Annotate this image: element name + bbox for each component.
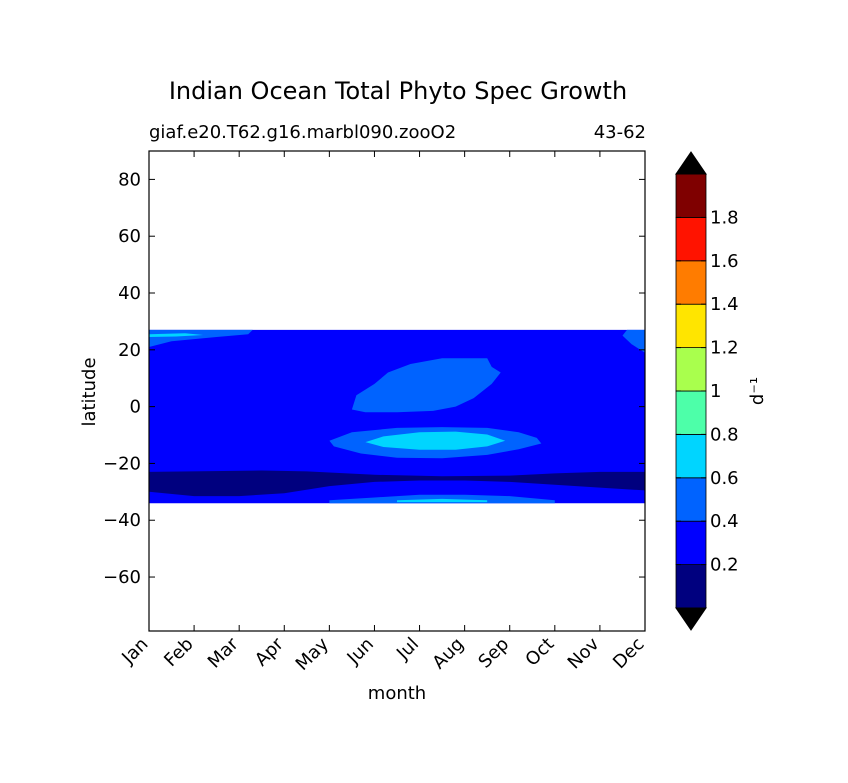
contour-region-8 xyxy=(397,498,488,503)
colorbar-swatch-5 xyxy=(675,347,707,392)
y-tick-label: 0 xyxy=(130,397,141,418)
colorbar-tick-label: 1.6 xyxy=(710,251,739,272)
x-tick-label-nov: Nov xyxy=(564,633,604,673)
colorbar-swatch-9 xyxy=(675,173,707,218)
colorbar-tick-label: 1.2 xyxy=(710,338,739,359)
colorbar-swatch-4 xyxy=(675,390,707,435)
y-tick-label: −60 xyxy=(103,567,141,588)
colorbar-tick-label: 1.8 xyxy=(710,207,739,228)
colorbar-tick-label: 0.8 xyxy=(710,424,739,445)
contour-region-1 xyxy=(149,470,645,497)
y-tick-label: 40 xyxy=(118,283,141,304)
x-tick-label-jun: Jun xyxy=(343,634,378,669)
x-tick-label-feb: Feb xyxy=(160,634,197,671)
x-tick-label-jul: Jul xyxy=(392,634,423,665)
x-tick-label-sep: Sep xyxy=(474,634,513,673)
y-tick-label: 60 xyxy=(118,226,141,247)
colorbar-extend-bottom xyxy=(675,607,707,631)
colorbar-swatch-0 xyxy=(675,564,707,609)
colorbar-tick-label: 0.4 xyxy=(710,511,739,532)
colorbar-swatch-3 xyxy=(675,433,707,479)
colorbar-swatch-6 xyxy=(675,303,707,349)
colorbar-tick-label: 1.4 xyxy=(710,294,739,315)
plot-area xyxy=(149,151,645,631)
y-tick-label: 20 xyxy=(118,340,141,361)
colorbar-tick-label: 0.6 xyxy=(710,468,739,489)
colorbar-tick-label: 0.2 xyxy=(710,555,739,576)
plot-frame xyxy=(148,150,646,632)
contour-region-9 xyxy=(149,333,204,337)
contour-region-4 xyxy=(351,358,501,413)
colorbar: 0.2 0.4 0.6 0.8 1 1.2 1.4 1.6 1.8 xyxy=(675,151,739,631)
colorbar-swatch-8 xyxy=(675,216,707,262)
chart-subtitle-left: giaf.e20.T62.g16.marbl090.zooO2 xyxy=(149,122,456,143)
x-tick-label-may: May xyxy=(292,633,333,674)
colorbar-extend-top xyxy=(675,151,707,175)
contour-region-3 xyxy=(622,329,645,353)
colorbar-label: d⁻¹ xyxy=(747,377,768,405)
y-axis-label: latitude xyxy=(79,357,100,426)
y-tick-label: −40 xyxy=(103,510,141,531)
x-tick-label-oct: Oct xyxy=(521,634,558,671)
contour-region-0 xyxy=(149,329,645,504)
colorbar-swatch-7 xyxy=(675,260,707,305)
x-tick-label-mar: Mar xyxy=(204,633,243,672)
x-tick-label-aug: Aug xyxy=(428,634,468,674)
contour-region-7 xyxy=(365,431,506,450)
x-tick-label-jan: Jan xyxy=(117,634,152,669)
x-tick-label-apr: Apr xyxy=(251,633,288,670)
y-tick-label: 80 xyxy=(118,169,141,190)
y-tick-label: −20 xyxy=(103,453,141,474)
colorbar-tick-label: 1 xyxy=(710,381,721,402)
x-axis-label: month xyxy=(368,683,426,704)
colorbar-swatch-2 xyxy=(675,477,707,522)
chart-title: Indian Ocean Total Phyto Spec Growth xyxy=(169,77,627,105)
colorbar-swatch-1 xyxy=(675,520,707,566)
chart-subtitle-right: 43-62 xyxy=(594,122,646,143)
x-tick-label-dec: Dec xyxy=(609,634,648,673)
